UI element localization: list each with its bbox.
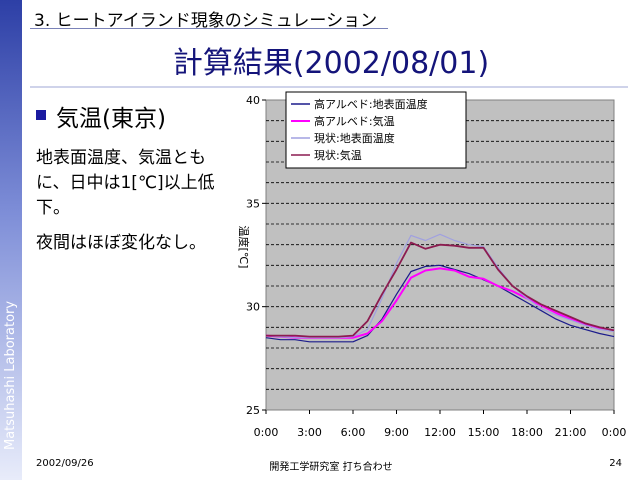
temperature-chart: 25 30 35 40 温度[℃] 0:00 3:00 6:00 9:00 12:00 15:00 1… [228, 90, 640, 450]
x-tick-label: 0:00 [602, 426, 627, 439]
page-number: 24 [609, 458, 622, 469]
sidebar-band: Matsuhashi Laboratory [0, 0, 22, 480]
legend-entry: 現状:地表面温度 [314, 131, 395, 145]
x-tick-label: 6:00 [341, 426, 366, 439]
series-line-1 [265, 264, 615, 343]
x-tick-label: 0:00 [254, 426, 279, 439]
y-axis-label: 温度[℃] [237, 226, 251, 269]
series-line-4 [266, 241, 615, 338]
body-paragraph-1: 地表面温度、気温ともに、日中は1[℃]以上低下。 [36, 148, 215, 218]
legend-box [285, 91, 467, 169]
chart-svg: 25 30 35 40 温度[℃] 0:00 3:00 6:00 9:00 12:00 15:00 1… [237, 91, 627, 439]
section-underline [30, 28, 388, 29]
series-line-3 [265, 233, 615, 339]
x-tick-label: 21:00 [555, 426, 587, 439]
footer-date: 2002/09/26 [36, 458, 94, 469]
x-tick-label: 9:00 [384, 426, 409, 439]
bullet-heading: 気温(東京) [56, 106, 166, 132]
title-rule [30, 86, 628, 88]
y-tick-label: 40 [246, 94, 260, 107]
legend-entry: 高アルベド:地表面温度 [314, 97, 428, 111]
legend-entry: 高アルベド:気温 [314, 114, 395, 128]
section-title: 3. ヒートアイランド現象のシミュレーション [34, 11, 378, 31]
bullet-square-icon [36, 110, 46, 120]
y-tick-label: 25 [246, 404, 260, 417]
body-paragraph-2: 夜間はほぼ変化なし。 [36, 233, 206, 253]
page-title: 計算結果(2002/08/01) [172, 46, 490, 81]
x-tick-label: 15:00 [468, 426, 500, 439]
legend-entry: 現状:気温 [314, 148, 362, 162]
body-text: 地表面温度、気温ともに、日中は1[℃]以上低下。 夜間はほぼ変化なし。 [36, 146, 236, 266]
sidebar-label: Matsuhashi Laboratory [3, 300, 18, 450]
x-tick-label: 12:00 [424, 426, 456, 439]
y-tick-label: 30 [246, 301, 260, 314]
x-tick-label: 18:00 [511, 426, 543, 439]
x-tick-label: 3:00 [297, 426, 322, 439]
y-tick-label: 35 [246, 197, 260, 210]
footer-center: 開発工学研究室 打ち合わせ [269, 462, 393, 473]
